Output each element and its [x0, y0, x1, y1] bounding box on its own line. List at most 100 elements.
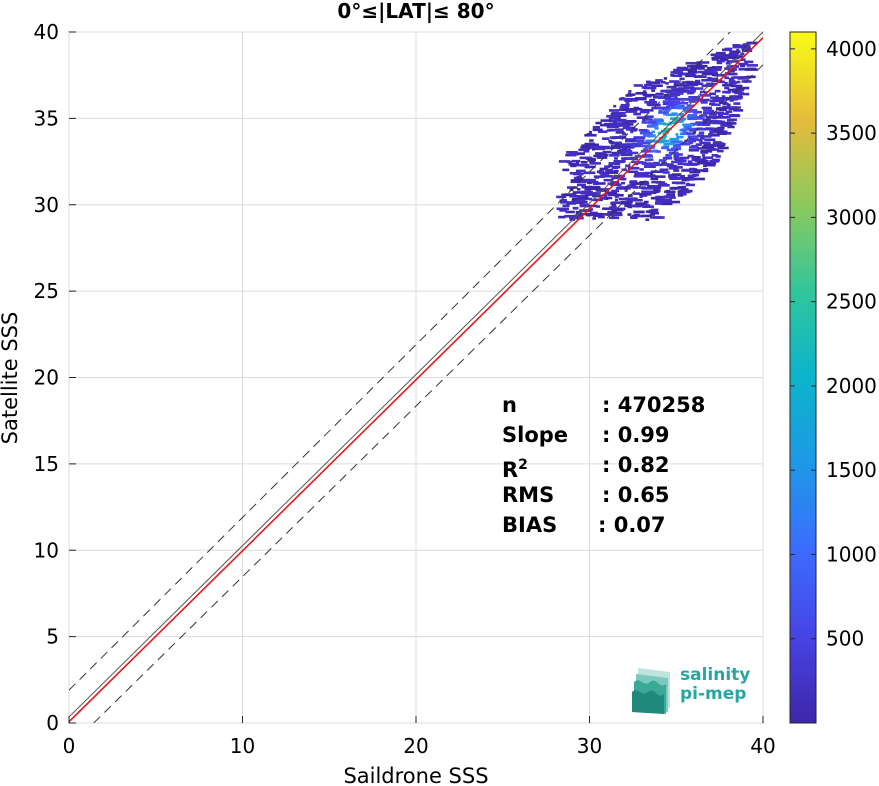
density-bin [731, 51, 740, 54]
density-bin [613, 174, 625, 178]
density-bin [636, 161, 644, 164]
density-bin [620, 108, 628, 112]
density-bin [728, 81, 738, 85]
density-bin [634, 97, 647, 100]
density-bin [738, 67, 751, 71]
density-bin [690, 66, 703, 70]
density-bin [655, 79, 663, 82]
density-bin [727, 69, 735, 73]
density-bin [676, 93, 681, 97]
density-bin [654, 175, 666, 178]
density-bin [631, 160, 637, 164]
density-bin [654, 202, 664, 205]
density-bin [579, 203, 589, 206]
density-bin [738, 92, 750, 96]
density-bin [618, 197, 630, 201]
density-bin [655, 92, 664, 96]
density-bin [650, 196, 655, 200]
density-bin [604, 168, 613, 172]
density-bin [617, 149, 628, 153]
density-bin [641, 187, 654, 190]
density-bin [663, 112, 668, 116]
density-bin [722, 90, 732, 94]
density-bin [699, 114, 703, 118]
density-bin [644, 94, 652, 98]
density-bin [569, 216, 582, 220]
density-bin [663, 142, 676, 146]
density-bin [583, 171, 596, 175]
density-bin [610, 183, 622, 187]
density-bin [662, 163, 674, 166]
density-bin [624, 99, 632, 102]
density-bin [573, 195, 586, 198]
density-bin [644, 171, 653, 175]
density-bin [629, 107, 643, 111]
density-bin [679, 77, 685, 81]
density-bin [687, 154, 694, 158]
density-bin [584, 133, 597, 137]
density-bin [565, 210, 575, 214]
density-bin [692, 177, 705, 181]
density-bin [581, 180, 587, 183]
colorbar-tick-label: 1000 [826, 542, 877, 566]
density-bin [644, 83, 653, 87]
density-bin [608, 109, 620, 112]
density-bin [712, 97, 726, 100]
density-bin [732, 106, 737, 109]
density-bin [566, 186, 578, 189]
density-bin [644, 146, 655, 149]
density-bin [614, 128, 624, 131]
density-bin [742, 43, 749, 46]
density-bin [642, 148, 649, 152]
density-bin [698, 138, 703, 142]
density-bin [728, 52, 739, 56]
density-bin [614, 162, 621, 166]
density-bin [647, 124, 659, 127]
density-bin [655, 150, 661, 153]
density-bin [676, 84, 688, 87]
density-bin [742, 49, 753, 53]
density-bin [706, 71, 718, 74]
density-bin [651, 106, 664, 110]
density-bin [687, 71, 698, 74]
y-tick-label: 25 [34, 279, 59, 303]
density-bin [570, 179, 581, 182]
density-bin [652, 185, 658, 188]
density-bin [588, 130, 592, 134]
density-bin [573, 172, 584, 176]
density-bin [705, 72, 714, 76]
density-bin [668, 94, 675, 98]
density-bin [692, 87, 704, 90]
density-bin [641, 141, 651, 145]
density-bin [740, 64, 746, 68]
density-bin [703, 167, 709, 171]
density-bin [688, 141, 694, 144]
density-bin [719, 120, 726, 124]
stat-r2-label-wrap: R2 [502, 450, 528, 485]
density-bin [661, 146, 669, 149]
density-bin [643, 164, 650, 168]
density-bin [625, 110, 638, 113]
density-bin [732, 45, 746, 49]
density-bin [686, 132, 696, 135]
density-bin [701, 98, 710, 102]
density-bin [701, 84, 714, 88]
density-bin [562, 204, 570, 208]
density-bin [727, 125, 735, 129]
chart-title: 0°≤|LAT|≤ 80° [337, 0, 494, 23]
density-bin [668, 175, 678, 179]
density-bin [673, 68, 683, 72]
density-bin [600, 123, 611, 127]
colorbar-tick-label: 4000 [826, 37, 877, 61]
density-bin [596, 205, 600, 208]
density-bin [721, 48, 732, 52]
density-bin [592, 128, 603, 132]
density-bin [592, 217, 597, 220]
density-bin [733, 102, 741, 105]
density-bin [655, 195, 666, 199]
density-cluster [556, 41, 759, 221]
density-bin [658, 183, 664, 186]
density-bin [628, 93, 636, 96]
density-bin [728, 118, 737, 122]
density-bin [575, 210, 582, 214]
